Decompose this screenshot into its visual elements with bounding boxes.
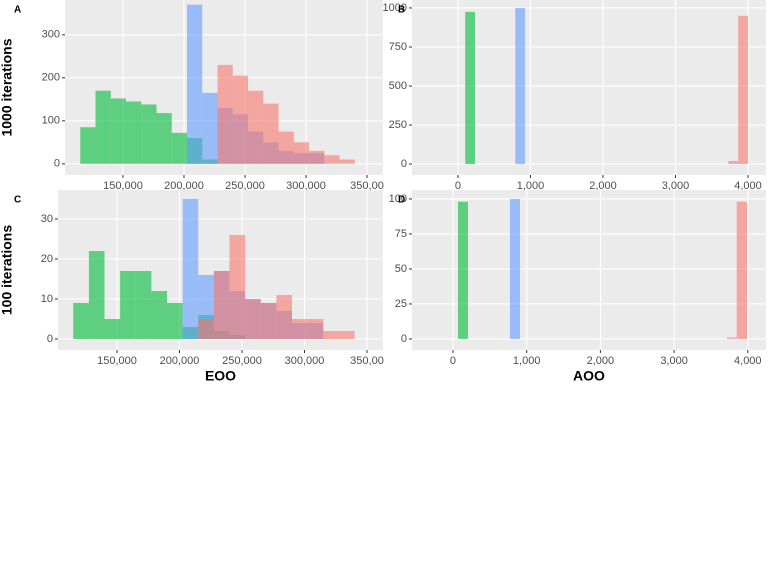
x-tick-label: 4,000 <box>734 355 762 367</box>
x-axis-title: AOO <box>573 368 605 384</box>
histogram-bar <box>88 251 105 339</box>
x-tick-label: 1,000 <box>513 355 541 367</box>
y-tick-label: 500 <box>389 80 407 92</box>
histogram-bar <box>292 319 308 339</box>
y-tick-label: 0 <box>401 333 407 345</box>
histogram-bar <box>736 201 748 339</box>
histogram-bar <box>245 299 261 339</box>
histogram-bar <box>278 131 294 164</box>
y-tick-label: 0 <box>401 158 407 170</box>
histogram-bar <box>465 11 476 165</box>
histogram-bar <box>182 199 199 339</box>
histogram-bar <box>307 319 324 339</box>
y-tick-label: 200 <box>42 72 60 84</box>
histogram-bar <box>73 303 89 339</box>
histogram-bar <box>120 271 136 339</box>
x-tick-label: 150,000 <box>103 180 143 192</box>
y-tick-label: 10 <box>41 293 53 305</box>
panel-label: C <box>14 195 21 206</box>
histogram-bar <box>141 104 157 164</box>
y-tick-label: 750 <box>389 41 407 53</box>
panel-background <box>412 0 766 175</box>
x-tick-label: 0 <box>450 355 456 367</box>
y-axis-title: 100 iterations <box>0 225 15 315</box>
x-tick-label: 350,00 <box>350 355 384 367</box>
x-tick-label: 250,000 <box>222 355 262 367</box>
x-tick-label: 250,000 <box>225 180 265 192</box>
histogram-bar <box>156 113 172 164</box>
histogram-bar <box>151 291 167 339</box>
histogram-bar <box>457 201 469 339</box>
histogram-bar <box>263 103 279 164</box>
panel-background <box>412 190 766 350</box>
histogram-bar <box>167 303 183 339</box>
histogram-bar <box>135 271 152 339</box>
histogram-bar <box>104 319 121 339</box>
y-tick-label: 100 <box>389 193 407 205</box>
histogram-bar <box>738 15 749 165</box>
x-tick-label: 150,000 <box>97 355 137 367</box>
y-tick-label: 50 <box>395 263 407 275</box>
y-tick-label: 0 <box>54 158 60 170</box>
histogram-bar <box>276 295 292 339</box>
y-tick-label: 300 <box>42 29 60 41</box>
x-tick-label: 4,000 <box>734 180 762 192</box>
histogram-bar <box>187 4 203 164</box>
panel-label: D <box>398 195 405 206</box>
histogram-bar <box>324 155 340 164</box>
y-tick-label: 250 <box>389 119 407 131</box>
histogram-bar <box>339 159 355 164</box>
y-axis-title: 1000 iterations <box>0 38 15 136</box>
x-tick-label: 200,000 <box>164 180 204 192</box>
y-tick-label: 0 <box>47 333 53 345</box>
histogram-bar <box>509 198 520 339</box>
y-tick-label: 75 <box>395 228 407 240</box>
histogram-bar <box>323 331 339 339</box>
histogram-bar <box>726 337 737 339</box>
x-axis-title: EOO <box>205 368 236 384</box>
histogram-bar <box>338 331 355 339</box>
x-tick-label: 200,000 <box>160 355 200 367</box>
histogram-bar <box>232 75 249 164</box>
y-tick-label: 20 <box>41 253 53 265</box>
y-tick-label: 1000 <box>383 2 407 14</box>
histogram-bar <box>728 160 739 165</box>
histogram-bar <box>293 142 310 164</box>
histogram-bar <box>95 90 111 164</box>
x-tick-label: 0 <box>455 180 461 192</box>
histogram-bar <box>213 271 230 339</box>
histogram-bar <box>515 7 526 165</box>
x-tick-label: 350,00 <box>350 180 384 192</box>
panel-label: A <box>14 5 21 16</box>
y-tick-label: 30 <box>41 213 53 225</box>
histogram-bar <box>260 303 277 339</box>
x-tick-label: 3,000 <box>660 355 688 367</box>
x-tick-label: 3,000 <box>662 180 690 192</box>
histogram-bar <box>229 235 246 339</box>
histogram-bar <box>202 92 218 164</box>
histogram-bar <box>110 98 127 164</box>
histogram-bar <box>80 127 96 164</box>
histogram-bar <box>248 90 264 164</box>
y-tick-label: 25 <box>395 298 407 310</box>
histogram-bar <box>126 101 142 164</box>
x-tick-label: 2,000 <box>587 355 615 367</box>
y-tick-label: 100 <box>42 115 60 127</box>
histogram-bar <box>198 319 214 339</box>
x-tick-label: 300,000 <box>286 180 326 192</box>
histogram-bar <box>309 150 325 164</box>
x-tick-label: 300,000 <box>285 355 325 367</box>
panel-label: B <box>398 5 405 16</box>
histogram-bar <box>171 132 188 164</box>
x-tick-label: 2,000 <box>589 180 617 192</box>
x-tick-label: 1,000 <box>517 180 545 192</box>
histogram-bar <box>217 64 233 164</box>
